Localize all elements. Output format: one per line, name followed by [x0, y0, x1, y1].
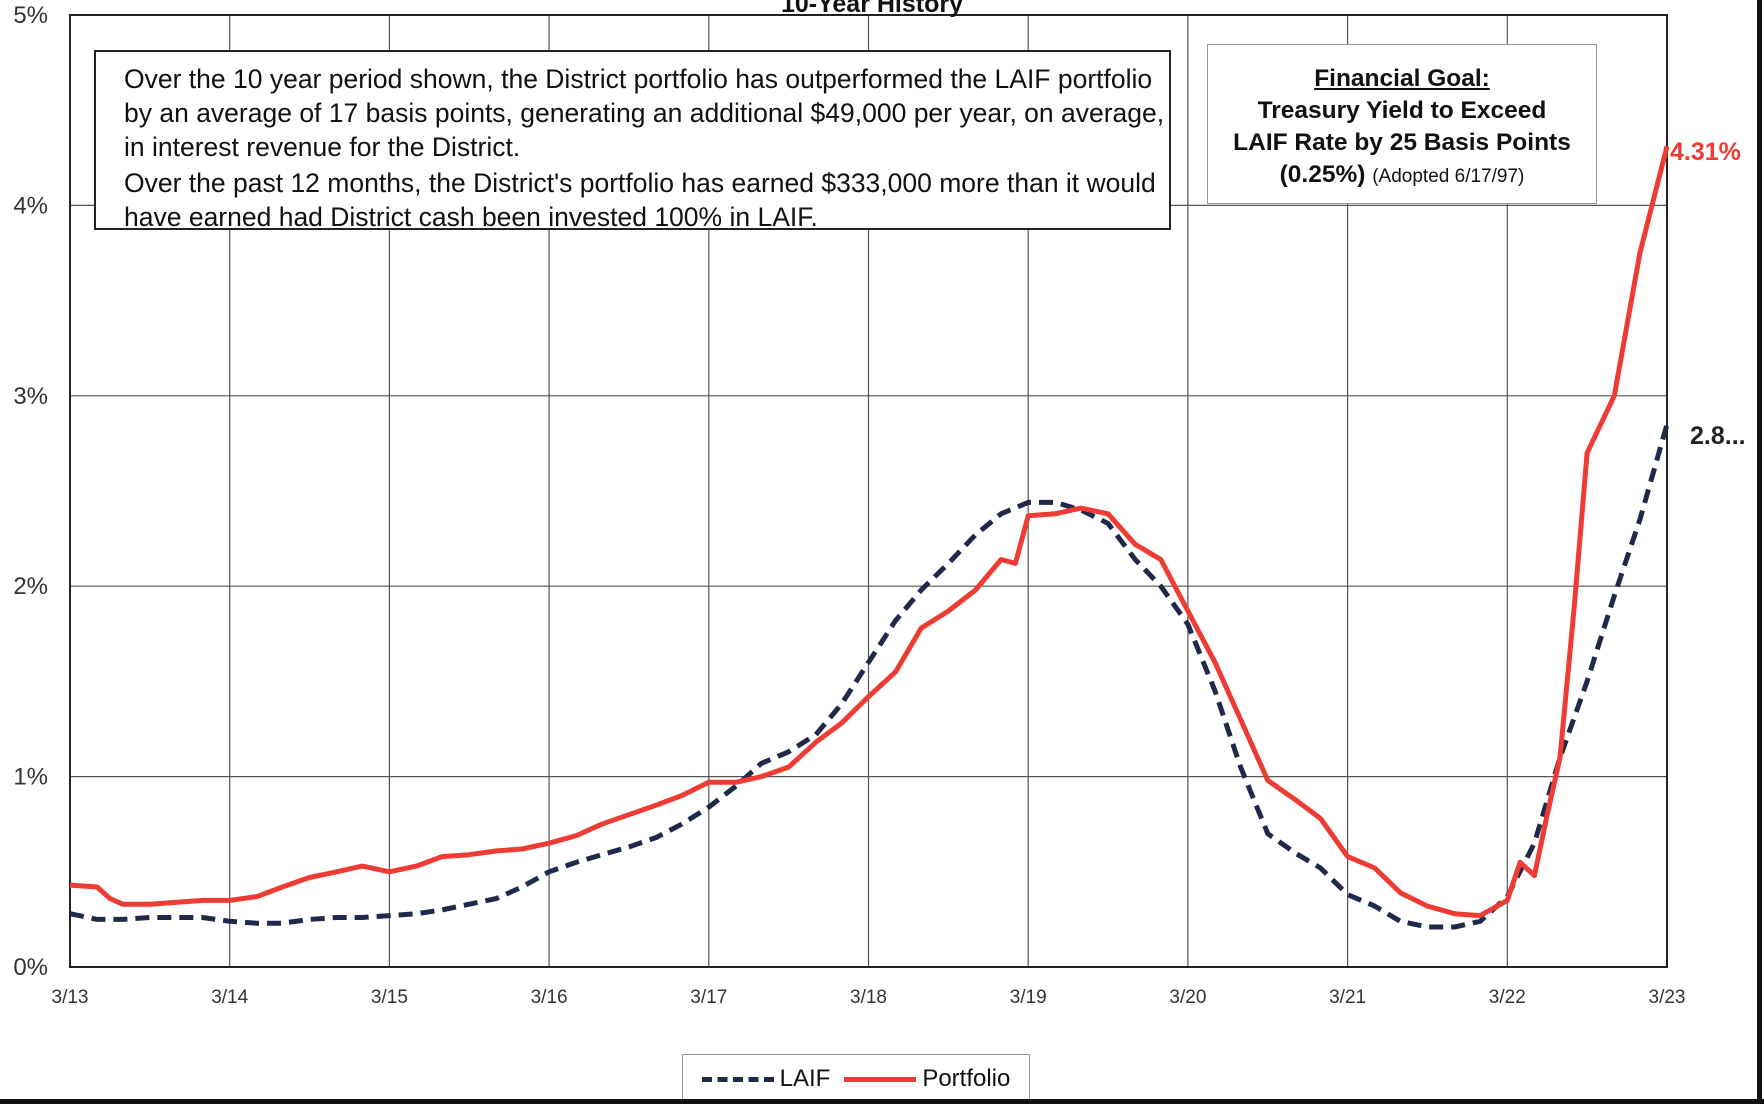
x-tick-label: 3/14: [211, 987, 248, 1008]
commentary-paragraph-1: Over the 10 year period shown, the Distr…: [124, 64, 1165, 162]
goal-line-3-rate: (0.25%): [1279, 161, 1366, 188]
goal-line-1: Treasury Yield to Exceed: [1257, 97, 1547, 124]
x-tick-label: 3/16: [531, 987, 568, 1008]
x-tick-label: 3/20: [1169, 987, 1206, 1008]
series-line-portfolio: [69, 145, 1670, 919]
x-tick-label: 3/18: [850, 987, 887, 1008]
x-tick-label: 3/15: [371, 987, 408, 1008]
portfolio-end-label: 4.31%: [1670, 138, 1741, 166]
page-right-rule: [1757, 0, 1762, 1104]
series: [69, 145, 1670, 930]
legend-swatch-laif: [701, 1076, 774, 1082]
x-tick-label: 3/19: [1010, 987, 1047, 1008]
x-axis-tick-labels: 3/13 3/14 3/15 3/16 3/17 3/18 3/19 3/20 3/21 3/22…: [52, 987, 1686, 1008]
y-tick-label: 2%: [13, 573, 48, 600]
goal-title: Financial Goal:: [1314, 65, 1490, 92]
x-tick-label: 3/23: [1649, 987, 1686, 1008]
y-tick-label: 5%: [13, 2, 48, 29]
goal-adopted-date: (Adopted 6/17/97): [1372, 166, 1525, 187]
y-axis-tick-labels: 0% 1% 2% 3% 4% 5%: [13, 2, 48, 981]
y-tick-label: 3%: [13, 383, 48, 410]
financial-goal-box: Financial Goal: Treasury Yield to Exceed…: [1207, 44, 1597, 204]
legend-swatch-portfolio: [844, 1076, 917, 1082]
y-tick-label: 0%: [13, 954, 48, 981]
legend-label-portfolio: Portfolio: [922, 1065, 1011, 1092]
laif-end-label: 2.8...: [1690, 422, 1746, 450]
legend-item-portfolio: Portfolio: [844, 1065, 1010, 1093]
chart-legend: LAIF Portfolio: [682, 1054, 1030, 1104]
x-tick-label: 3/21: [1329, 987, 1366, 1008]
y-tick-label: 1%: [13, 764, 48, 791]
legend-label-laif: LAIF: [779, 1065, 831, 1092]
legend-item-laif: LAIF: [701, 1065, 831, 1093]
x-tick-label: 3/17: [690, 987, 727, 1008]
chart-title: 10-Year History: [781, 0, 963, 18]
goal-line-2: LAIF Rate by 25 Basis Points: [1233, 129, 1571, 156]
page-bottom-rule: [0, 1099, 1764, 1104]
series-line-laif: [69, 423, 1670, 930]
commentary-paragraph-2: Over the past 12 months, the District's …: [124, 168, 1156, 232]
commentary-box: Over the 10 year period shown, the Distr…: [94, 50, 1171, 232]
x-tick-label: 3/13: [52, 987, 89, 1008]
y-tick-label: 4%: [13, 192, 48, 219]
plot-frame: [69, 14, 1668, 968]
x-tick-label: 3/22: [1489, 987, 1526, 1008]
